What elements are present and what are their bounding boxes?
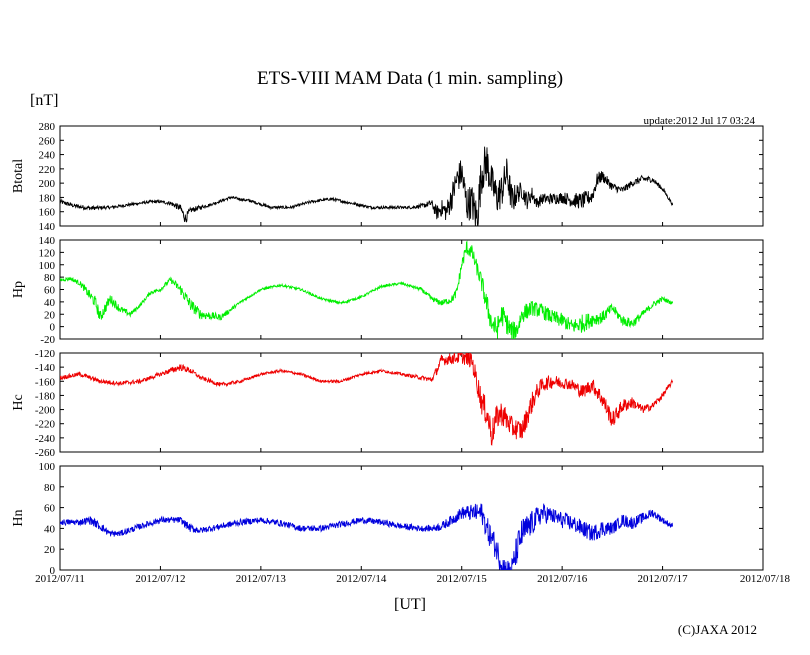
x-axis-label: [UT]	[394, 596, 426, 613]
y-axis-label-btotal: Btotal	[11, 159, 26, 193]
x-tick-label: 2012/07/18	[740, 573, 791, 585]
y-tick-label: 0	[50, 322, 56, 334]
y-tick-label: 100	[39, 461, 56, 473]
y-tick-label: -20	[40, 334, 55, 346]
series-line-hn	[60, 503, 674, 570]
y-tick-label: -260	[35, 447, 56, 459]
panel-hn: 0 20 40 60 80 100 Hn	[11, 461, 764, 577]
y-tick-label: 60	[44, 285, 56, 297]
y-tick-label: -200	[35, 405, 56, 417]
panel-btotal: 140 160 180 200 220 240 260 280 Btotal	[11, 121, 764, 233]
y-tick-label: 140	[39, 235, 56, 247]
y-tick-label: 160	[39, 207, 56, 219]
plot-frame	[59, 465, 764, 571]
y-axis-label-hc: Hc	[11, 394, 26, 410]
y-tick-label: 180	[39, 192, 56, 204]
x-tick-label: 2012/07/16	[537, 573, 588, 585]
y-tick-label: 220	[39, 164, 56, 176]
y-tick-label: 260	[39, 135, 56, 147]
y-tick-label: -120	[35, 348, 56, 360]
x-tick-label: 2012/07/12	[135, 573, 185, 585]
chart-title: ETS-VIII MAM Data (1 min. sampling)	[257, 68, 563, 89]
series-line-btotal	[60, 146, 674, 226]
y-tick-label: 120	[39, 247, 56, 259]
x-tick-label: 2012/07/14	[336, 573, 387, 585]
y-tick-label: 60	[44, 503, 56, 515]
x-tick-label: 2012/07/11	[35, 573, 85, 585]
y-tick-label: 140	[39, 221, 56, 233]
y-tick-label: 20	[44, 544, 56, 556]
y-axis-label-hn: Hn	[11, 509, 26, 526]
plot-frame	[59, 352, 764, 453]
y-tick-label: -240	[35, 433, 56, 445]
update-timestamp: update:2012 Jul 17 03:24	[643, 115, 755, 127]
y-tick-label: -180	[35, 390, 56, 402]
series-line-hp	[60, 240, 674, 339]
x-tick-label: 2012/07/17	[638, 573, 689, 585]
y-tick-label: 40	[44, 297, 56, 309]
y-tick-label: -140	[35, 362, 56, 374]
y-tick-label: 0	[50, 565, 56, 577]
panel-hc: -260 -240 -220 -200 -180 -160 -140 -120 Hc	[11, 348, 764, 459]
y-tick-label: 20	[44, 309, 56, 321]
plot-frame	[59, 239, 764, 340]
y-axis-label-hp: Hp	[11, 281, 26, 298]
y-tick-label: 100	[39, 260, 56, 272]
y-tick-label: -160	[35, 376, 56, 388]
copyright-text: (C)JAXA 2012	[678, 622, 757, 637]
y-tick-label: 280	[39, 121, 56, 133]
y-tick-label: 240	[39, 150, 56, 162]
y-tick-label: 80	[44, 482, 56, 494]
y-tick-label: -220	[35, 419, 56, 431]
units-label: [nT]	[30, 92, 58, 109]
x-tick-label: 2012/07/13	[236, 573, 287, 585]
plot-frame	[59, 125, 764, 227]
series-line-hc	[60, 353, 674, 446]
y-tick-label: 80	[44, 272, 56, 284]
y-tick-label: 40	[44, 523, 56, 535]
x-tick-label: 2012/07/15	[437, 573, 488, 585]
y-tick-label: 200	[39, 178, 56, 190]
